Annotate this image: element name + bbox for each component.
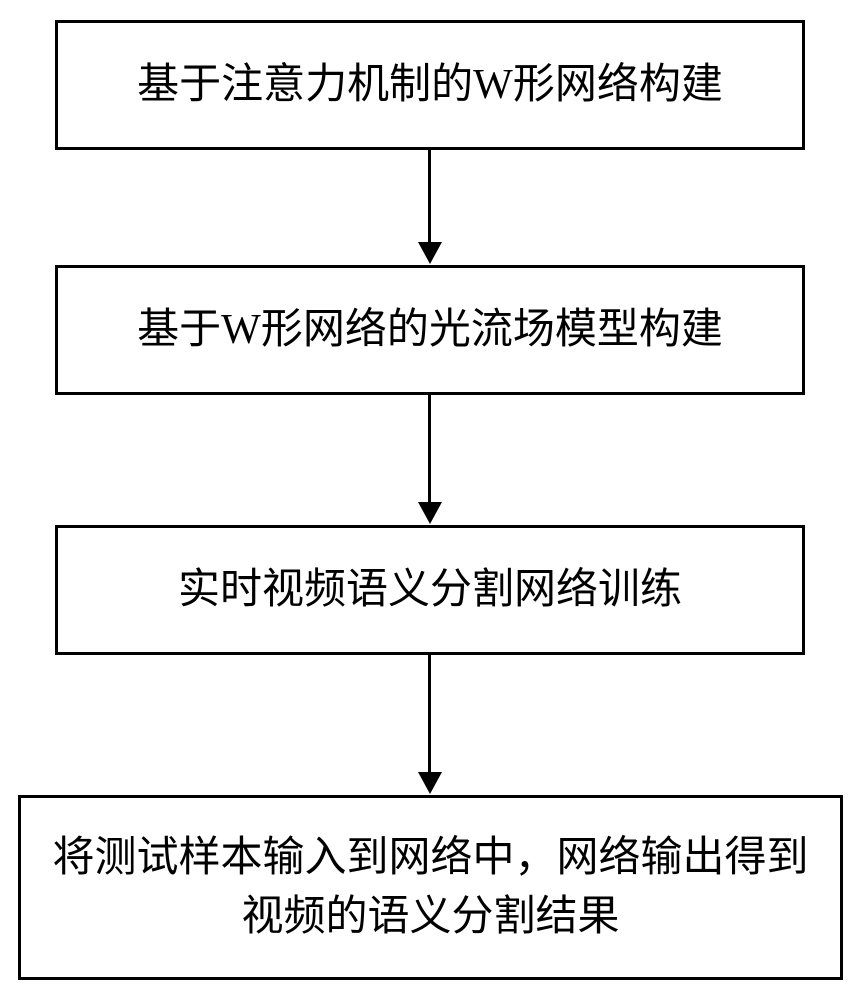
flow-step-2-label: 基于W形网络的光流场模型构建 [78, 301, 782, 360]
arrow-line [428, 395, 431, 503]
arrow-line [428, 150, 431, 243]
flowchart-container: 基于注意力机制的W形网络构建 基于W形网络的光流场模型构建 实时视频语义分割网络… [0, 0, 859, 1001]
arrow-head-icon [418, 502, 442, 524]
arrow-head-icon [418, 772, 442, 794]
flow-arrow-3 [418, 655, 442, 794]
flow-arrow-1 [418, 150, 442, 264]
flow-step-1: 基于注意力机制的W形网络构建 [55, 20, 805, 150]
arrow-head-icon [418, 242, 442, 264]
flow-step-3-label: 实时视频语义分割网络训练 [78, 561, 782, 620]
flow-step-2: 基于W形网络的光流场模型构建 [55, 265, 805, 395]
arrow-line [428, 655, 431, 773]
flow-step-4: 将测试样本输入到网络中，网络输出得到视频的语义分割结果 [18, 795, 843, 980]
flow-arrow-2 [418, 395, 442, 524]
flow-step-3: 实时视频语义分割网络训练 [55, 525, 805, 655]
flow-step-4-label: 将测试样本输入到网络中，网络输出得到视频的语义分割结果 [41, 829, 820, 947]
flow-step-1-label: 基于注意力机制的W形网络构建 [78, 56, 782, 115]
